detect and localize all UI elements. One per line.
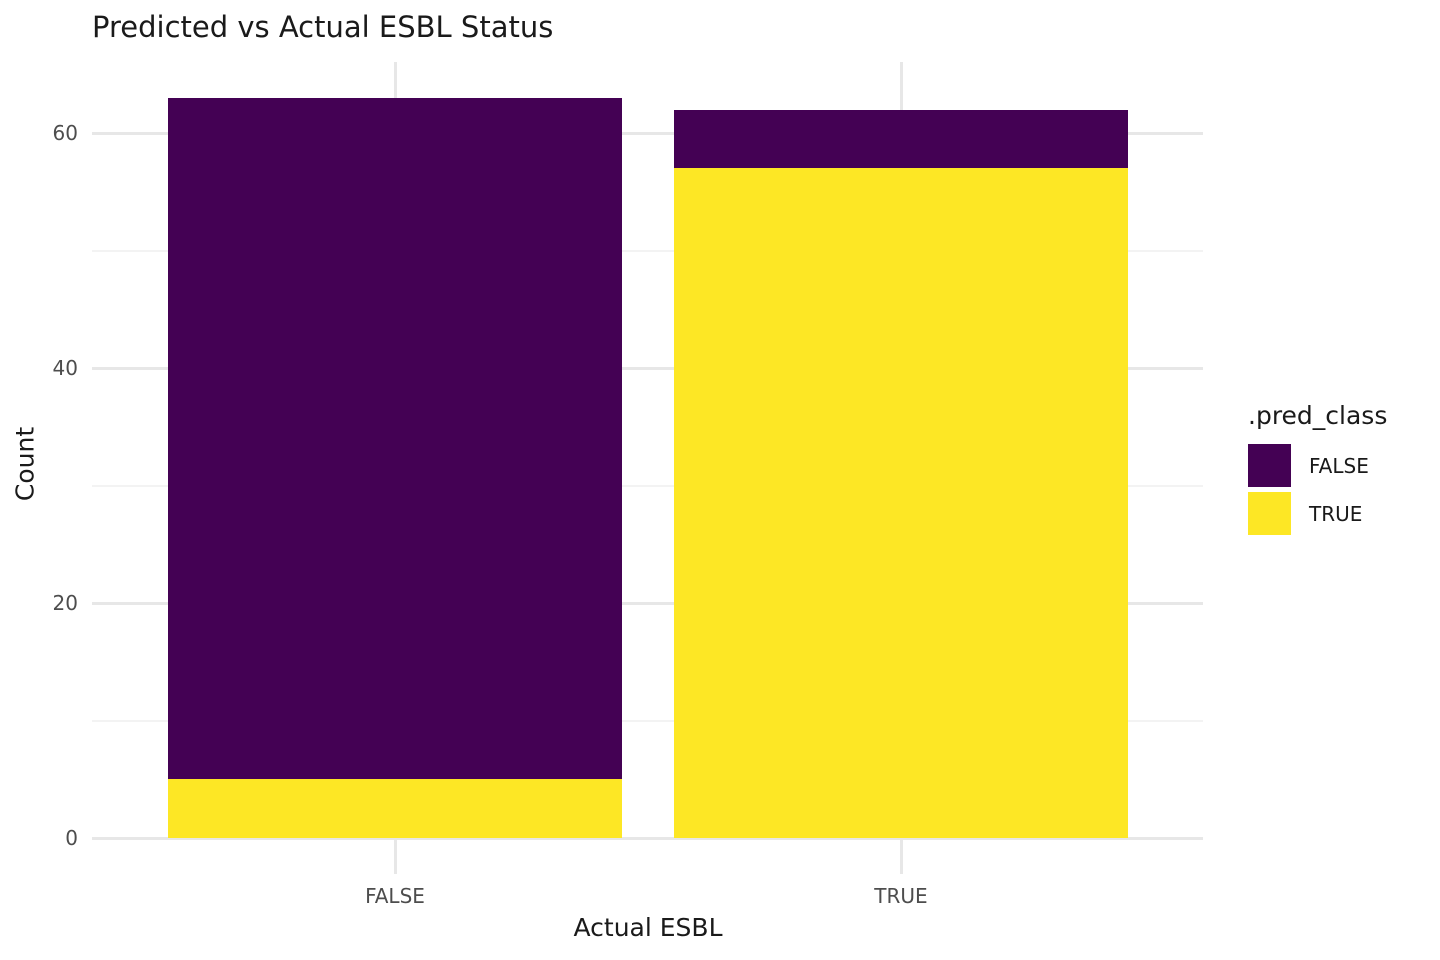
legend-label-false: FALSE <box>1309 453 1369 478</box>
legend-entry-false: FALSE <box>1248 444 1387 487</box>
bar-false-pred-false <box>168 98 622 779</box>
y-axis-tick-label-60: 60 <box>52 121 78 145</box>
y-axis-tick-label-40: 40 <box>52 356 78 380</box>
legend-entry-true: TRUE <box>1248 492 1387 535</box>
y-axis-title-text: Count <box>10 426 40 502</box>
bar-false-pred-true <box>168 779 622 838</box>
x-axis-tick-label-true: TRUE <box>874 884 928 908</box>
bar-true-pred-true <box>674 168 1128 838</box>
y-axis-tick-label-0: 0 <box>65 826 78 850</box>
y-axis-tick-label-20: 20 <box>52 591 78 615</box>
legend-title: .pred_class <box>1248 401 1388 430</box>
legend-label-true: TRUE <box>1309 501 1363 526</box>
chart-title: Predicted vs Actual ESBL Status <box>92 10 554 44</box>
x-axis-tick-label-false: FALSE <box>365 884 425 908</box>
legend-swatch-true-icon <box>1248 492 1291 535</box>
bar-true-pred-false <box>674 110 1128 168</box>
legend-swatch-false-icon <box>1248 444 1291 487</box>
x-axis-title: Actual ESBL <box>573 913 723 942</box>
legend: .pred_class FALSE TRUE <box>1248 401 1387 540</box>
